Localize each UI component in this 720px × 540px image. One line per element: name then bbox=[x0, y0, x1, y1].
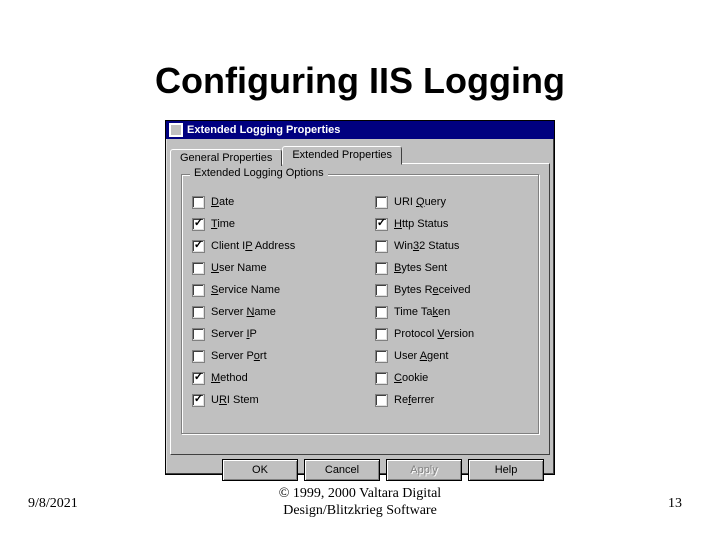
checkbox-left-9[interactable] bbox=[192, 394, 205, 407]
checkbox-label: Bytes Sent bbox=[394, 262, 447, 274]
checkbox-label: Http Status bbox=[394, 218, 448, 230]
checkbox-row: Method bbox=[192, 367, 345, 389]
checkbox-right-5[interactable] bbox=[375, 306, 388, 319]
checkbox-row: Time bbox=[192, 213, 345, 235]
checkbox-row: Win32 Status bbox=[375, 235, 528, 257]
checkbox-right-1[interactable] bbox=[375, 218, 388, 231]
dialog-window: Extended Logging Properties General Prop… bbox=[165, 120, 555, 475]
window-title: Extended Logging Properties bbox=[187, 124, 340, 136]
checkbox-row: Client IP Address bbox=[192, 235, 345, 257]
checkbox-row: Referrer bbox=[375, 389, 528, 411]
checkbox-row: User Name bbox=[192, 257, 345, 279]
checkbox-row: Cookie bbox=[375, 367, 528, 389]
client-area: General Properties Extended Properties E… bbox=[166, 139, 554, 487]
checkbox-row: Service Name bbox=[192, 279, 345, 301]
checkbox-label: Service Name bbox=[211, 284, 280, 296]
checkbox-left-4[interactable] bbox=[192, 284, 205, 297]
tab-strip: General Properties Extended Properties bbox=[170, 143, 550, 164]
checkbox-label: Bytes Received bbox=[394, 284, 470, 296]
checkbox-label: Cookie bbox=[394, 372, 428, 384]
checkbox-label: Win32 Status bbox=[394, 240, 459, 252]
checkbox-row: Http Status bbox=[375, 213, 528, 235]
titlebar: Extended Logging Properties bbox=[166, 121, 554, 139]
checkbox-right-2[interactable] bbox=[375, 240, 388, 253]
checkbox-left-8[interactable] bbox=[192, 372, 205, 385]
checkbox-right-3[interactable] bbox=[375, 262, 388, 275]
checkbox-left-3[interactable] bbox=[192, 262, 205, 275]
checkbox-right-0[interactable] bbox=[375, 196, 388, 209]
options-columns: Date Time Client IP Address User Name Servic… bbox=[192, 191, 528, 411]
checkbox-row: User Agent bbox=[375, 345, 528, 367]
checkbox-right-4[interactable] bbox=[375, 284, 388, 297]
checkbox-label: URI Query bbox=[394, 196, 446, 208]
checkbox-right-9[interactable] bbox=[375, 394, 388, 407]
checkbox-right-8[interactable] bbox=[375, 372, 388, 385]
footer-copyright: © 1999, 2000 Valtara Digital Design/Blit… bbox=[0, 486, 720, 520]
checkbox-label: Protocol Version bbox=[394, 328, 474, 340]
button-row: OK Cancel Apply Help bbox=[170, 455, 550, 483]
checkbox-label: Referrer bbox=[394, 394, 434, 406]
titlebar-icon bbox=[169, 123, 183, 137]
slide-title: Configuring IIS Logging bbox=[0, 60, 720, 102]
checkbox-label: User Agent bbox=[394, 350, 448, 362]
checkbox-row: Time Taken bbox=[375, 301, 528, 323]
options-column-right: URI Query Http Status Win32 Status Bytes Se… bbox=[375, 191, 528, 411]
tab-page-extended: Extended Logging Options Date Time Client … bbox=[170, 163, 550, 455]
footer-copyright-line1: © 1999, 2000 Valtara Digital bbox=[279, 486, 441, 501]
checkbox-label: Method bbox=[211, 372, 248, 384]
ok-button[interactable]: OK bbox=[222, 459, 298, 481]
checkbox-left-6[interactable] bbox=[192, 328, 205, 341]
checkbox-label: Time Taken bbox=[394, 306, 450, 318]
checkbox-right-7[interactable] bbox=[375, 350, 388, 363]
groupbox-title: Extended Logging Options bbox=[190, 167, 328, 179]
checkbox-row: Server Name bbox=[192, 301, 345, 323]
checkbox-right-6[interactable] bbox=[375, 328, 388, 341]
checkbox-label: Date bbox=[211, 196, 234, 208]
checkbox-left-7[interactable] bbox=[192, 350, 205, 363]
checkbox-label: Client IP Address bbox=[211, 240, 295, 252]
checkbox-left-0[interactable] bbox=[192, 196, 205, 209]
checkbox-left-2[interactable] bbox=[192, 240, 205, 253]
apply-button[interactable]: Apply bbox=[386, 459, 462, 481]
checkbox-left-5[interactable] bbox=[192, 306, 205, 319]
footer-copyright-line2: Design/Blitzkrieg Software bbox=[283, 503, 437, 518]
checkbox-left-1[interactable] bbox=[192, 218, 205, 231]
options-column-left: Date Time Client IP Address User Name Servic… bbox=[192, 191, 345, 411]
checkbox-label: Time bbox=[211, 218, 235, 230]
tab-general[interactable]: General Properties bbox=[170, 149, 282, 166]
checkbox-row: Bytes Received bbox=[375, 279, 528, 301]
checkbox-row: Server Port bbox=[192, 345, 345, 367]
footer: 9/8/2021 © 1999, 2000 Valtara Digital De… bbox=[0, 484, 720, 522]
checkbox-row: Date bbox=[192, 191, 345, 213]
checkbox-label: User Name bbox=[211, 262, 267, 274]
checkbox-label: Server IP bbox=[211, 328, 257, 340]
checkbox-label: URI Stem bbox=[211, 394, 259, 406]
groupbox-extended-logging: Extended Logging Options DateTimeClient … bbox=[181, 174, 539, 434]
checkbox-row: Bytes Sent bbox=[375, 257, 528, 279]
checkbox-row: Server IP bbox=[192, 323, 345, 345]
checkbox-row: URI Query bbox=[375, 191, 528, 213]
checkbox-row: URI Stem bbox=[192, 389, 345, 411]
slide: Configuring IIS Logging Extended Logging… bbox=[0, 0, 720, 540]
footer-page-number: 13 bbox=[668, 496, 682, 512]
tab-extended[interactable]: Extended Properties bbox=[282, 146, 402, 165]
checkbox-label: Server Name bbox=[211, 306, 276, 318]
cancel-button[interactable]: Cancel bbox=[304, 459, 380, 481]
checkbox-label: Server Port bbox=[211, 350, 267, 362]
checkbox-row: Protocol Version bbox=[375, 323, 528, 345]
help-button[interactable]: Help bbox=[468, 459, 544, 481]
